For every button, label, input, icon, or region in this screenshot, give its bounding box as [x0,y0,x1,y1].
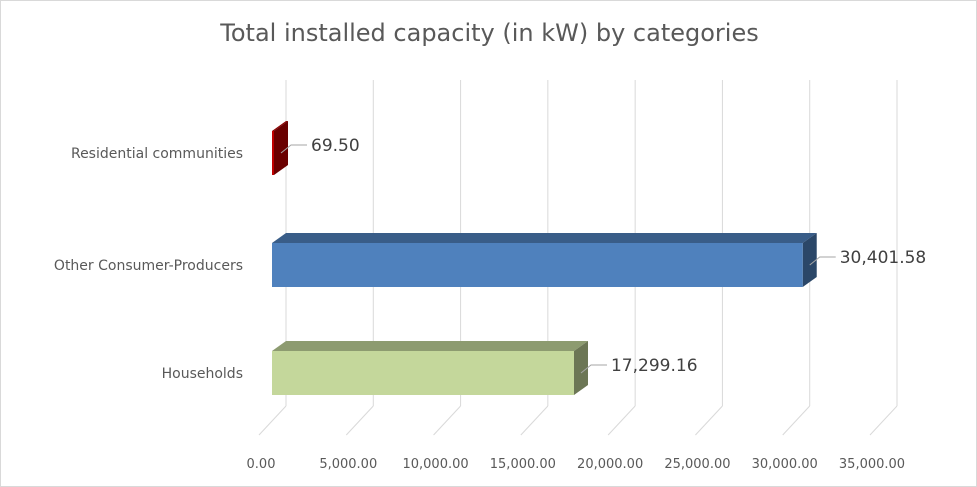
data-label-leader [809,256,836,266]
gridline-floor [345,405,374,436]
x-tick-label: 0.00 [247,457,276,472]
x-tick-label: 10,000.00 [402,457,468,472]
gridline-floor [695,405,723,436]
gridline-floor [782,405,811,436]
data-label-leader [280,144,307,154]
x-tick-label: 35,000.00 [839,457,905,472]
gridline-floor [869,405,898,436]
x-tick-label: 25,000.00 [664,457,730,472]
data-label: 17,299.16 [611,356,698,376]
labels: 0.00 5,000.00 10,000.00 15,000.00 20,000.00 2… [54,136,926,472]
x-tick-label: 20,000.00 [577,457,643,472]
gridline-floor [520,405,549,436]
bar [272,341,588,395]
chart-title: Total installed capacity (in kW) by cate… [220,19,759,47]
bar [272,233,817,287]
data-label-leader [580,364,607,374]
data-label: 69.50 [311,136,360,156]
gridline-floor [433,405,461,436]
bar [272,121,288,175]
gridline-floor [607,405,636,436]
data-label: 30,401.58 [840,248,927,268]
gridline-floor [258,405,287,436]
bars [272,121,817,395]
category-label: Residential communities [71,146,243,162]
category-label: Households [162,366,243,382]
x-tick-label: 5,000.00 [319,457,377,472]
x-tick-label: 30,000.00 [752,457,818,472]
category-label: Other Consumer-Producers [54,258,243,274]
x-tick-label: 15,000.00 [490,457,556,472]
